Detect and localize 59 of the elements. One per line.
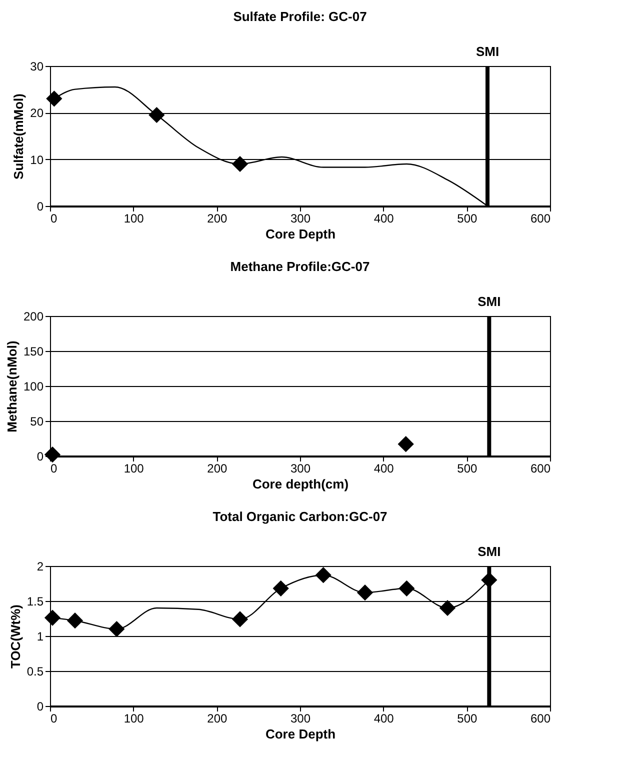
x-tick-label: 200 (207, 212, 228, 226)
y-tick-label: 10 (30, 152, 44, 167)
y-tick-label: 100 (23, 380, 44, 394)
point (148, 106, 165, 124)
point (439, 600, 456, 616)
x-tick-label: 500 (457, 462, 478, 476)
ref-line-label: SMI (478, 294, 501, 309)
x-tick-label: 300 (290, 712, 311, 726)
ref-line-label: SMI (478, 544, 501, 559)
y-axis-title: Sulfate(mMol) (11, 94, 26, 180)
point (232, 156, 248, 172)
x-tick-label: 100 (124, 462, 144, 476)
x-tick-label: 100 (124, 212, 144, 226)
x-tick-label: 600 (530, 712, 551, 726)
x-tick-label: 400 (374, 212, 394, 226)
y-tick-label: 0 (36, 200, 44, 214)
point (44, 610, 61, 626)
x-axis-title: Core Depth (265, 726, 336, 742)
chart-title: Methane Profile:GC-07 (230, 259, 370, 274)
x-tick-label: 200 (207, 712, 228, 726)
ref-line-label: SMI (476, 44, 500, 59)
point (398, 580, 415, 596)
x-axis-title: Core Depth (265, 226, 336, 242)
y-tick-label: 0 (36, 450, 44, 464)
point (356, 584, 374, 601)
x-tick-label: 600 (530, 212, 551, 226)
x-tick-label: 300 (290, 212, 311, 226)
point (66, 612, 84, 629)
y-tick-label: 200 (23, 310, 44, 324)
x-tick-label: 400 (374, 712, 394, 726)
x-tick-label: 100 (124, 712, 144, 726)
x-tick-label: 600 (530, 462, 551, 476)
x-tick-label: 300 (290, 462, 311, 476)
x-tick-label: 0 (50, 212, 58, 226)
chart-title: Total Organic Carbon:GC-07 (212, 509, 388, 524)
y-tick-label: 30 (30, 60, 44, 74)
y-tick-label: 1 (36, 630, 44, 644)
y-tick-label: 1.5 (26, 594, 44, 608)
point (232, 611, 248, 628)
x-tick-label: 0 (50, 462, 58, 476)
y-tick-label: 0 (36, 700, 44, 714)
y-tick-label: 0.5 (26, 664, 44, 678)
point (46, 90, 62, 107)
point (272, 580, 289, 596)
x-tick-label: 500 (457, 712, 478, 726)
y-tick-label: 2 (36, 560, 44, 574)
x-tick-label: 500 (457, 212, 478, 226)
x-tick-label: 0 (50, 712, 58, 726)
point (108, 620, 125, 638)
x-tick-label: 200 (207, 462, 228, 476)
chart-title: Sulfate Profile: GC-07 (233, 9, 367, 24)
x-tick-label: 400 (374, 462, 394, 476)
y-axis-title: TOC(Wt%) (8, 604, 23, 669)
x-axis-title: Core depth(cm) (252, 476, 349, 492)
y-tick-label: 150 (23, 344, 44, 358)
y-axis-title: Methane(nMol) (4, 340, 20, 432)
y-tick-label: 20 (30, 106, 44, 120)
y-tick-label: 50 (30, 414, 44, 428)
point (315, 567, 332, 584)
